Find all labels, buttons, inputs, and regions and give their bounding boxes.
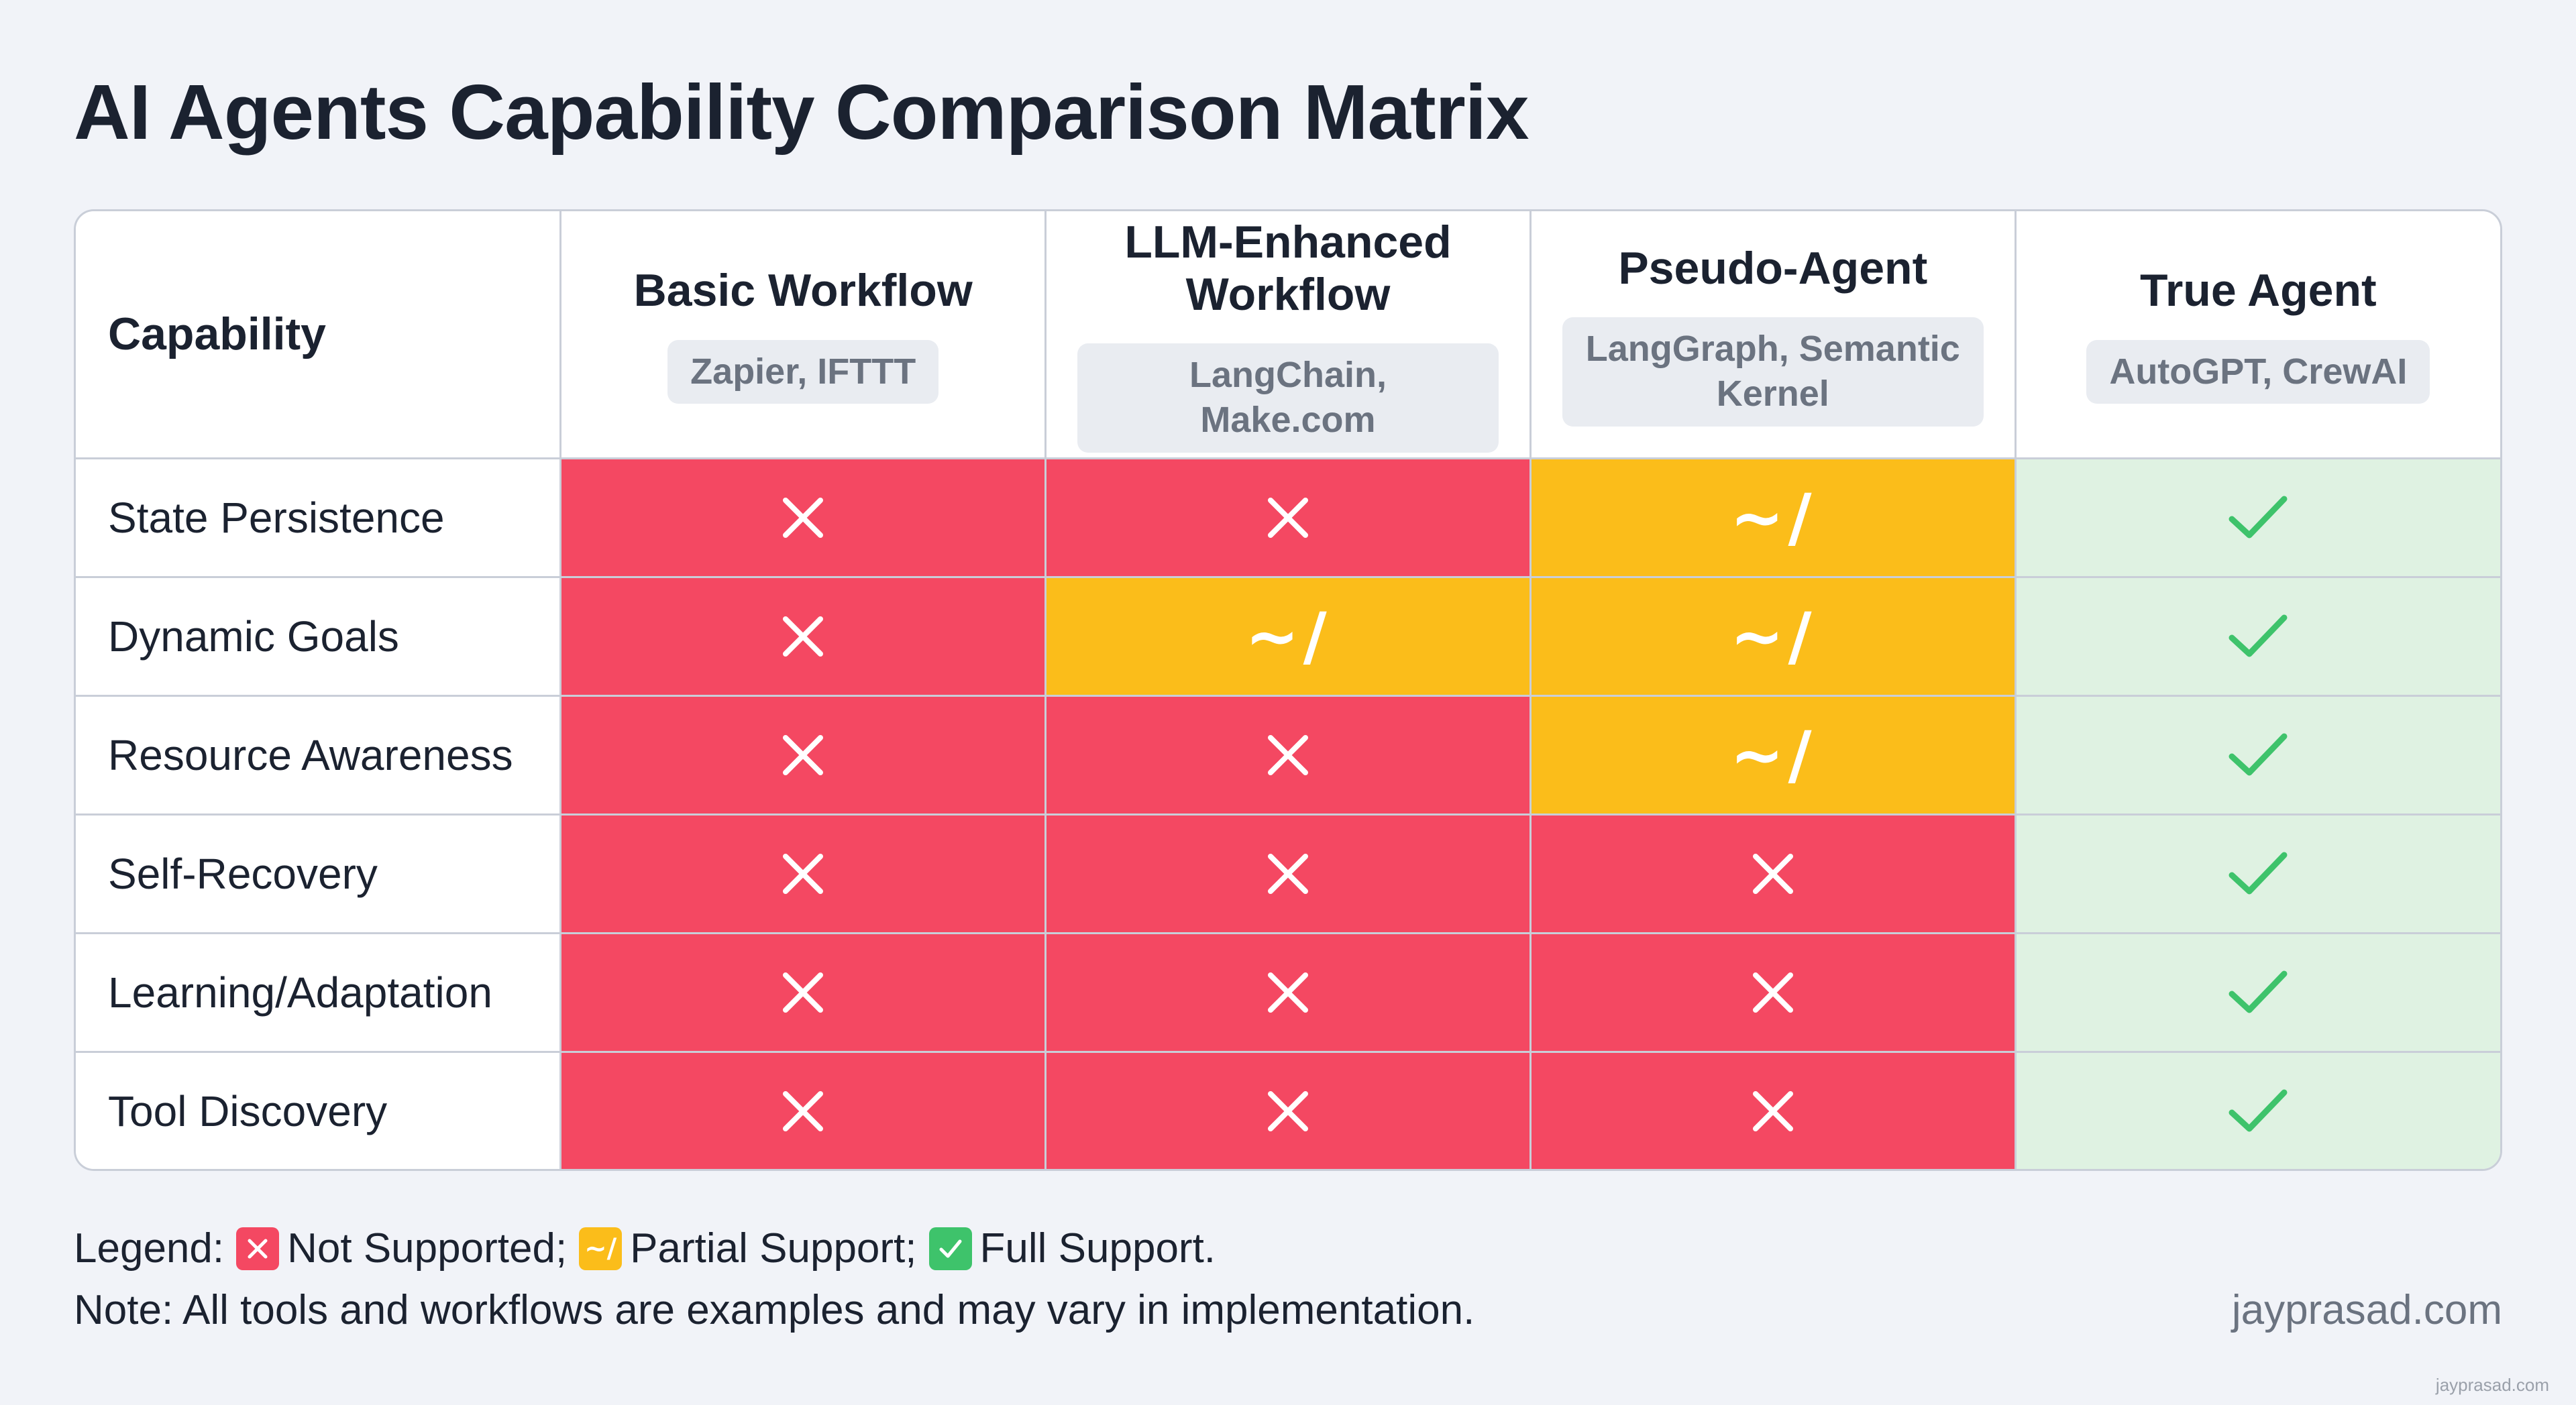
row-label: Tool Discovery (76, 1050, 562, 1169)
tilde-slash-icon: ~/ (1730, 598, 1816, 674)
legend-prefix: Legend: (74, 1225, 225, 1272)
column-name: Pseudo-Agent (1618, 242, 1928, 294)
column-header-pseudo-agent: Pseudo-Agent LangGraph, Semantic Kernel (1529, 211, 2017, 459)
column-examples: AutoGPT, CrewAI (2086, 339, 2430, 404)
x-icon (1267, 497, 1308, 538)
column-header-true-agent: True Agent AutoGPT, CrewAI (2014, 211, 2500, 459)
column-examples: LangGraph, Semantic Kernel (1562, 317, 1984, 427)
table-row: Dynamic Goals ~/ ~/ (76, 575, 2500, 697)
check-icon (2229, 733, 2288, 775)
x-icon (1267, 972, 1308, 1013)
check-icon (2229, 496, 2288, 538)
cell-basic-workflow-not-supported (559, 813, 1047, 934)
legend-swatch-partial-support: ~/ (579, 1227, 623, 1270)
column-header-basic-workflow: Basic Workflow Zapier, IFTTT (559, 211, 1047, 459)
cell-pseudo-agent-not-supported (1529, 1050, 2017, 1169)
table-row: Learning/Adaptation (76, 932, 2500, 1053)
cell-basic-workflow-not-supported (559, 575, 1047, 697)
check-icon (2229, 614, 2288, 657)
footnote: Note: All tools and workflows are exampl… (74, 1287, 1475, 1333)
column-header-llm-enhanced-workflow: LLM-Enhanced Workflow LangChain, Make.co… (1044, 211, 1532, 459)
legend-label-full-support: Full Support. (979, 1225, 1216, 1272)
cell-pseudo-agent-partial-support: ~/ (1529, 457, 2017, 578)
legend-label-not-supported: Not Supported; (287, 1225, 568, 1272)
comparison-table: Capability Basic Workflow Zapier, IFTTT … (76, 211, 2500, 1169)
cell-basic-workflow-not-supported (559, 457, 1047, 578)
table-row: Self-Recovery (76, 813, 2500, 934)
tilde-slash-icon: ~/ (1730, 480, 1816, 555)
x-icon (1752, 972, 1793, 1013)
tilde-slash-icon: ~/ (1245, 598, 1331, 674)
cell-llm-enhanced-workflow-not-supported (1044, 694, 1532, 816)
column-examples: Zapier, IFTTT (667, 339, 939, 404)
x-icon (1267, 853, 1308, 894)
row-label: Dynamic Goals (76, 575, 562, 697)
x-icon (783, 497, 824, 538)
x-icon (1752, 853, 1793, 894)
cell-llm-enhanced-workflow-not-supported (1044, 813, 1532, 934)
cell-pseudo-agent-not-supported (1529, 932, 2017, 1053)
check-icon (2229, 970, 2288, 1013)
watermark: jayprasad.com (2435, 1375, 2549, 1395)
cell-basic-workflow-not-supported (559, 1050, 1047, 1169)
cell-basic-workflow-not-supported (559, 694, 1047, 816)
tilde-slash-icon: ~/ (1730, 717, 1816, 793)
page-title: AI Agents Capability Comparison Matrix (74, 68, 1529, 156)
x-icon (783, 853, 824, 894)
x-icon (783, 972, 824, 1013)
check-icon (939, 1239, 962, 1257)
x-icon (1267, 1091, 1308, 1132)
x-icon (783, 734, 824, 775)
column-examples: LangChain, Make.com (1077, 343, 1499, 453)
cell-basic-workflow-not-supported (559, 932, 1047, 1053)
x-icon (783, 616, 824, 657)
comparison-matrix: Capability Basic Workflow Zapier, IFTTT … (74, 209, 2502, 1171)
site-link[interactable]: jayprasad.com (2231, 1287, 2502, 1333)
cell-llm-enhanced-workflow-partial-support: ~/ (1044, 575, 1532, 697)
cell-true-agent-full-support (2014, 813, 2500, 934)
cell-llm-enhanced-workflow-not-supported (1044, 1050, 1532, 1169)
legend-swatch-full-support (928, 1227, 972, 1270)
matrix-body: State Persistence ~/Dynamic Goals ~/~/Reso… (76, 457, 2500, 1169)
cell-pseudo-agent-partial-support: ~/ (1529, 575, 2017, 697)
tilde-slash-icon: ~/ (584, 1233, 617, 1264)
row-label: Resource Awareness (76, 694, 562, 816)
column-name: LLM-Enhanced Workflow (1124, 216, 1452, 320)
column-name: True Agent (2140, 265, 2377, 317)
legend: Legend: Not Supported; ~/ Partial Suppor… (74, 1225, 1216, 1272)
column-name: Basic Workflow (633, 265, 973, 317)
cell-true-agent-full-support (2014, 1050, 2500, 1169)
x-icon (248, 1239, 268, 1258)
cell-pseudo-agent-not-supported (1529, 813, 2017, 934)
x-icon (783, 1091, 824, 1132)
table-row: Tool Discovery (76, 1050, 2500, 1169)
cell-true-agent-full-support (2014, 694, 2500, 816)
cell-true-agent-full-support (2014, 575, 2500, 697)
cell-llm-enhanced-workflow-not-supported (1044, 932, 1532, 1053)
table-row: Resource Awareness ~/ (76, 694, 2500, 816)
row-label: State Persistence (76, 457, 562, 578)
row-label: Self-Recovery (76, 813, 562, 934)
cell-pseudo-agent-partial-support: ~/ (1529, 694, 2017, 816)
cell-true-agent-full-support (2014, 457, 2500, 578)
check-icon (2229, 852, 2288, 894)
x-icon (1752, 1091, 1793, 1132)
x-icon (1267, 734, 1308, 775)
cell-true-agent-full-support (2014, 932, 2500, 1053)
cell-llm-enhanced-workflow-not-supported (1044, 457, 1532, 578)
check-icon (2229, 1089, 2288, 1132)
header-row: Capability Basic Workflow Zapier, IFTTT … (76, 211, 2500, 459)
table-row: State Persistence ~/ (76, 457, 2500, 578)
capability-header: Capability (76, 211, 562, 459)
row-label: Learning/Adaptation (76, 932, 562, 1053)
legend-swatch-not-supported (236, 1227, 280, 1270)
legend-label-partial-support: Partial Support; (630, 1225, 917, 1272)
